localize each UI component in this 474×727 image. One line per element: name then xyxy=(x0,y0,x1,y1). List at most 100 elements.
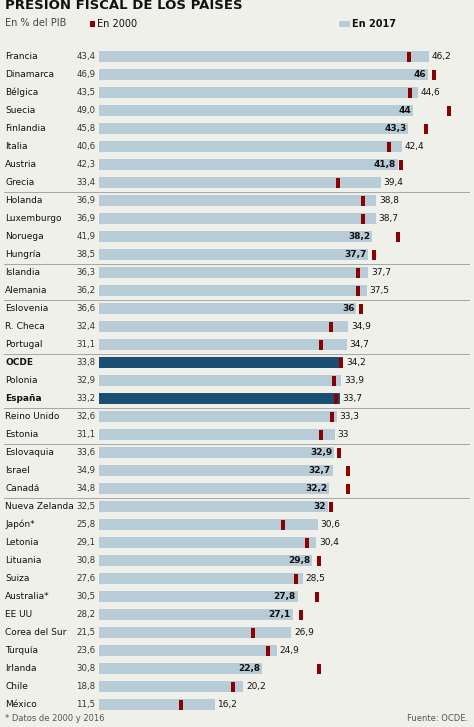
Bar xyxy=(99,303,356,314)
Text: Lituania: Lituania xyxy=(5,556,41,565)
Bar xyxy=(356,286,360,296)
Text: Italia: Italia xyxy=(5,142,27,151)
Bar xyxy=(99,123,409,134)
Bar xyxy=(99,249,368,260)
Text: 36,9: 36,9 xyxy=(76,196,95,205)
Text: 46,2: 46,2 xyxy=(432,52,452,61)
Text: Reino Unido: Reino Unido xyxy=(5,412,59,421)
Bar xyxy=(231,682,236,691)
Text: * Datos de 2000 y 2016: * Datos de 2000 y 2016 xyxy=(5,714,105,723)
Bar xyxy=(361,214,365,224)
Bar xyxy=(99,357,343,369)
Bar xyxy=(447,105,451,116)
Text: 30,5: 30,5 xyxy=(76,593,95,601)
Bar xyxy=(299,610,302,619)
Text: Israel: Israel xyxy=(5,466,30,475)
Text: 38,2: 38,2 xyxy=(348,232,370,241)
Text: Polonia: Polonia xyxy=(5,376,37,385)
Text: 32,6: 32,6 xyxy=(76,412,95,421)
Text: Corea del Sur: Corea del Sur xyxy=(5,628,66,637)
Bar xyxy=(99,195,376,206)
Bar xyxy=(99,555,312,566)
Text: 23,6: 23,6 xyxy=(76,646,95,655)
Text: Grecia: Grecia xyxy=(5,178,34,187)
Bar xyxy=(294,574,298,584)
Text: 32,2: 32,2 xyxy=(305,484,328,493)
Text: Eslovaquia: Eslovaquia xyxy=(5,448,54,457)
Bar xyxy=(396,232,401,241)
Bar xyxy=(99,429,335,441)
Text: PRESIÓN FISCAL DE LOS PAÍSES: PRESIÓN FISCAL DE LOS PAÍSES xyxy=(5,0,243,12)
Text: 34,9: 34,9 xyxy=(351,322,371,332)
Text: Nueva Zelanda: Nueva Zelanda xyxy=(5,502,74,511)
Bar xyxy=(99,177,381,188)
Text: 20,2: 20,2 xyxy=(246,682,266,691)
Text: 38,5: 38,5 xyxy=(76,250,95,259)
Bar xyxy=(265,646,270,656)
Bar xyxy=(99,141,402,152)
Bar xyxy=(99,231,372,242)
Bar xyxy=(99,375,341,386)
Text: Irlanda: Irlanda xyxy=(5,664,36,673)
Text: R. Checa: R. Checa xyxy=(5,322,45,332)
Bar xyxy=(337,448,341,458)
Bar xyxy=(319,340,323,350)
Text: 34,2: 34,2 xyxy=(346,358,366,367)
Bar xyxy=(407,52,411,62)
Text: Hungría: Hungría xyxy=(5,250,41,259)
Text: 36: 36 xyxy=(342,304,355,313)
Text: 30,8: 30,8 xyxy=(76,664,95,673)
Text: 37,7: 37,7 xyxy=(344,250,366,259)
Text: 36,3: 36,3 xyxy=(76,268,95,277)
Text: España: España xyxy=(5,394,42,403)
Text: 32,7: 32,7 xyxy=(309,466,331,475)
Text: Chile: Chile xyxy=(5,682,28,691)
Text: 43,5: 43,5 xyxy=(76,88,95,97)
Text: 28,5: 28,5 xyxy=(305,574,325,583)
Text: Eslovenia: Eslovenia xyxy=(5,304,48,313)
Text: 44,6: 44,6 xyxy=(420,88,440,97)
Text: 33,3: 33,3 xyxy=(340,412,360,421)
Text: Japón*: Japón* xyxy=(5,520,35,529)
Bar xyxy=(399,160,403,169)
Bar xyxy=(361,196,365,206)
Text: 36,2: 36,2 xyxy=(76,286,95,295)
Text: Islandia: Islandia xyxy=(5,268,40,277)
Text: Luxemburgo: Luxemburgo xyxy=(5,214,62,223)
Text: 24,9: 24,9 xyxy=(280,646,300,655)
Bar xyxy=(339,21,349,28)
Text: 34,7: 34,7 xyxy=(350,340,370,349)
Text: 27,1: 27,1 xyxy=(269,610,291,619)
Text: México: México xyxy=(5,700,37,709)
Bar xyxy=(99,393,340,404)
Bar xyxy=(424,124,428,134)
Text: 41,9: 41,9 xyxy=(76,232,95,241)
Text: Noruega: Noruega xyxy=(5,232,44,241)
Bar xyxy=(99,339,347,350)
Text: 26,9: 26,9 xyxy=(294,628,314,637)
Text: En % del PIB: En % del PIB xyxy=(5,18,66,28)
Bar xyxy=(334,393,338,403)
Text: 31,1: 31,1 xyxy=(76,340,95,349)
Text: 42,4: 42,4 xyxy=(405,142,424,151)
Text: 33,9: 33,9 xyxy=(344,376,364,385)
Text: 42,3: 42,3 xyxy=(76,160,95,169)
Text: 27,6: 27,6 xyxy=(76,574,95,583)
Text: Letonia: Letonia xyxy=(5,538,38,547)
Text: 38,8: 38,8 xyxy=(379,196,399,205)
Bar xyxy=(99,537,316,548)
Text: 33: 33 xyxy=(337,430,349,439)
Text: Finlandia: Finlandia xyxy=(5,124,46,133)
Bar xyxy=(356,268,360,278)
Text: 30,8: 30,8 xyxy=(76,556,95,565)
Bar xyxy=(99,411,337,422)
Bar xyxy=(99,321,348,332)
Text: Turquía: Turquía xyxy=(5,646,38,655)
Text: 16,2: 16,2 xyxy=(218,700,237,709)
Bar xyxy=(99,105,413,116)
Bar xyxy=(99,609,292,620)
Bar xyxy=(99,267,368,278)
Text: 31,1: 31,1 xyxy=(76,430,95,439)
Text: Dinamarca: Dinamarca xyxy=(5,70,54,79)
Text: En 2017: En 2017 xyxy=(352,19,396,29)
